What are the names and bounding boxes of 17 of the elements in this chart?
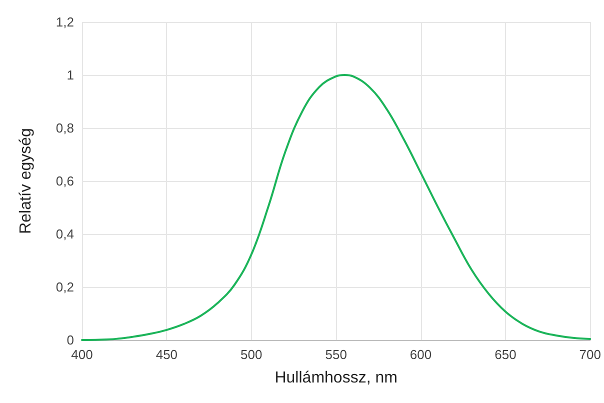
y-axis-title: Relatív egység (18, 128, 34, 234)
y-tick-label: 0,2 (56, 280, 74, 294)
x-tick-label: 450 (156, 347, 178, 362)
line-series (81, 74, 592, 341)
x-tick-label: 650 (494, 347, 516, 362)
x-tick-label: 600 (410, 347, 432, 362)
y-tick-label: 1 (66, 68, 74, 82)
x-tick-label: 400 (71, 347, 93, 362)
y-tick-label: 0,8 (56, 120, 74, 136)
y-tick-label: 1,2 (56, 14, 74, 30)
y-tick-label: 0 (66, 332, 74, 348)
y-tick-label: 0,6 (56, 174, 74, 188)
x-tick-label: 500 (240, 347, 262, 362)
x-tick-label: 700 (579, 347, 602, 362)
x-axis-title: Hullámhossz, nm (274, 370, 398, 386)
y-tick-label: 0,4 (56, 226, 74, 242)
x-tick-label: 550 (325, 347, 347, 362)
